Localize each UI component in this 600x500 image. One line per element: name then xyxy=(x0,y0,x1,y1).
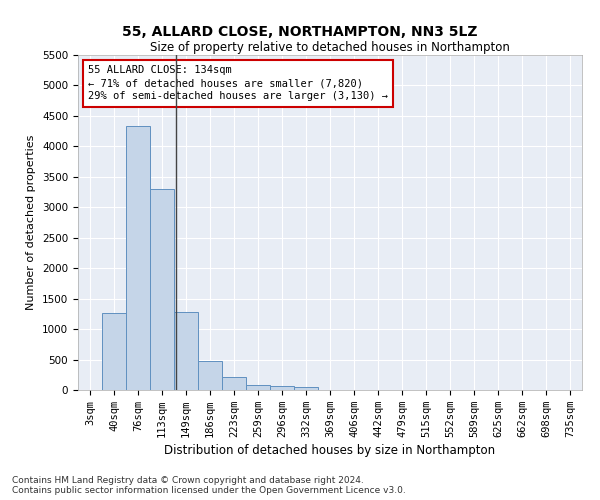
Bar xyxy=(222,377,246,390)
Y-axis label: Number of detached properties: Number of detached properties xyxy=(26,135,37,310)
Bar xyxy=(270,386,294,390)
Title: Size of property relative to detached houses in Northampton: Size of property relative to detached ho… xyxy=(150,41,510,54)
Bar xyxy=(174,312,198,390)
Bar xyxy=(246,384,270,390)
Text: Contains HM Land Registry data © Crown copyright and database right 2024.
Contai: Contains HM Land Registry data © Crown c… xyxy=(12,476,406,495)
Bar xyxy=(150,189,174,390)
Bar xyxy=(102,314,126,390)
Text: 55, ALLARD CLOSE, NORTHAMPTON, NN3 5LZ: 55, ALLARD CLOSE, NORTHAMPTON, NN3 5LZ xyxy=(122,25,478,39)
Bar xyxy=(198,361,222,390)
Bar xyxy=(126,126,150,390)
Text: 55 ALLARD CLOSE: 134sqm
← 71% of detached houses are smaller (7,820)
29% of semi: 55 ALLARD CLOSE: 134sqm ← 71% of detache… xyxy=(88,65,388,102)
Bar xyxy=(294,387,318,390)
X-axis label: Distribution of detached houses by size in Northampton: Distribution of detached houses by size … xyxy=(164,444,496,457)
